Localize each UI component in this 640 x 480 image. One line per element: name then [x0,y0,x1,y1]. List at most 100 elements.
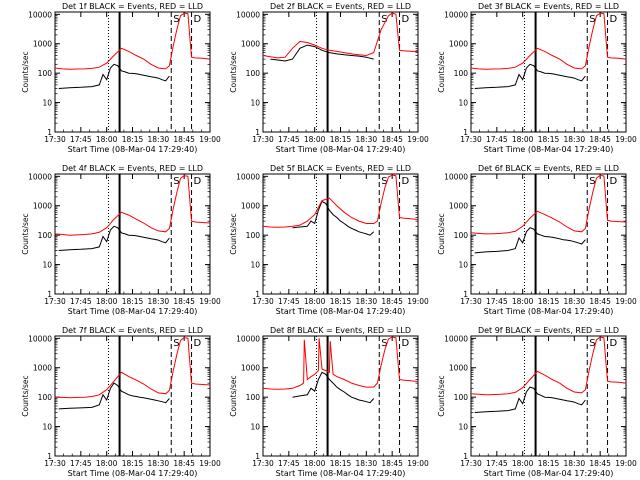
x-tick-label: 18:15 [122,459,144,468]
x-tick-label: 19:00 [199,459,221,468]
x-tick-label: 18:30 [148,297,170,306]
y-tick-label: 1 [463,128,468,137]
y-tick-label: 1 [463,290,468,299]
events-series-line [474,227,586,254]
plot-frame [54,11,211,133]
x-tick-label: 18:45 [173,459,195,468]
marker-d-label: D [610,338,618,349]
marker-d-label: D [194,14,202,25]
marker-d-label: D [402,176,410,187]
y-tick-label: 1000 [33,202,52,211]
panel-title: Det 4f BLACK = Events, RED = LLD [62,164,203,173]
y-tick-label: 1000 [449,202,468,211]
x-tick-label: 17:30 [44,135,66,144]
marker-d-label: D [402,14,410,25]
y-tick-label: 10 [42,99,52,108]
y-tick-label: 10 [42,261,52,270]
panel-title: Det 6f BLACK = Events, RED = LLD [478,164,619,173]
x-axis-label: Start Time (08-Mar-04 17:29:40) [276,307,406,316]
x-axis-label: Start Time (08-Mar-04 17:29:40) [68,307,198,316]
y-tick-label: 100 [246,231,261,240]
events-series-line [292,371,375,404]
panel-title: Det 2f BLACK = Events, RED = LLD [270,2,411,11]
y-axis-label: Counts/sec [229,375,238,416]
x-tick-label: 19:00 [199,297,221,306]
y-tick-label: 10000 [444,10,468,19]
panel-title: Det 5f BLACK = Events, RED = LLD [270,164,411,173]
x-tick-label: 18:00 [512,135,534,144]
x-tick-label: 18:00 [512,459,534,468]
y-axis-label: Counts/sec [21,51,30,92]
x-tick-label: 17:30 [460,297,482,306]
y-tick-label: 10 [250,261,260,270]
y-tick-label: 1000 [449,364,468,373]
marker-s-label: S [381,338,387,349]
events-series-line [474,63,586,89]
x-tick-label: 18:00 [96,459,118,468]
x-tick-label: 18:30 [356,459,378,468]
x-tick-label: 17:30 [44,459,66,468]
y-tick-label: 1 [47,290,52,299]
x-axis-label: Start Time (08-Mar-04 17:29:40) [68,469,198,478]
y-axis-label: Counts/sec [437,375,446,416]
y-tick-label: 1000 [449,40,468,49]
x-tick-label: 18:45 [173,135,195,144]
x-tick-label: 19:00 [615,459,637,468]
marker-s-label: S [381,176,387,187]
y-tick-label: 1000 [241,202,260,211]
x-tick-label: 17:45 [70,135,92,144]
x-tick-label: 17:30 [44,297,66,306]
y-tick-label: 100 [454,231,469,240]
marker-d-label: D [610,176,618,187]
y-tick-label: 1000 [241,364,260,373]
lld-series-line [263,336,418,390]
y-axis-label: Counts/sec [21,213,30,254]
x-axis-label: Start Time (08-Mar-04 17:29:40) [484,145,614,154]
events-series-line [270,44,374,62]
y-tick-label: 10000 [444,172,468,181]
lld-series-line [55,337,210,399]
series-group [471,336,626,413]
plot-frame [262,11,419,133]
panel-8f: Det 8f BLACK = Events, RED = LLD 1 10 100 10… [229,326,429,478]
marker-s-label: S [173,14,179,25]
x-tick-label: 18:00 [304,459,326,468]
x-tick-label: 19:00 [615,297,637,306]
plot-frame [470,11,627,133]
x-tick-label: 18:15 [122,135,144,144]
x-axis-label: Start Time (08-Mar-04 17:29:40) [484,307,614,316]
x-tick-label: 18:15 [122,297,144,306]
panel-6f: Det 6f BLACK = Events, RED = LLD 1 10 100 10… [437,164,637,316]
marker-d-label: D [610,14,618,25]
x-tick-label: 17:45 [486,297,508,306]
y-axis-label: Counts/sec [229,213,238,254]
x-tick-label: 18:00 [96,135,118,144]
x-tick-label: 19:00 [407,459,429,468]
panel-title: Det 3f BLACK = Events, RED = LLD [478,2,619,11]
x-tick-label: 17:45 [486,135,508,144]
y-tick-label: 100 [454,393,469,402]
plot-frame [470,335,627,457]
y-tick-label: 10 [250,423,260,432]
y-tick-label: 10 [42,423,52,432]
x-tick-label: 17:45 [278,459,300,468]
events-series-line [58,382,170,410]
x-axis-label: Start Time (08-Mar-04 17:29:40) [484,469,614,478]
lld-series-line [471,174,626,235]
x-tick-label: 18:30 [564,459,586,468]
x-tick-label: 18:00 [512,297,534,306]
marker-s-label: S [173,338,179,349]
series-group [55,175,210,251]
lld-series-line [55,175,210,236]
x-tick-label: 18:15 [538,297,560,306]
x-axis-label: Start Time (08-Mar-04 17:29:40) [276,145,406,154]
marker-d-label: D [194,338,202,349]
y-tick-label: 100 [38,231,53,240]
series-group [471,12,626,89]
x-tick-label: 18:45 [589,135,611,144]
x-tick-label: 18:45 [173,297,195,306]
y-tick-label: 1000 [33,40,52,49]
x-tick-label: 17:45 [70,297,92,306]
y-tick-label: 100 [246,393,261,402]
